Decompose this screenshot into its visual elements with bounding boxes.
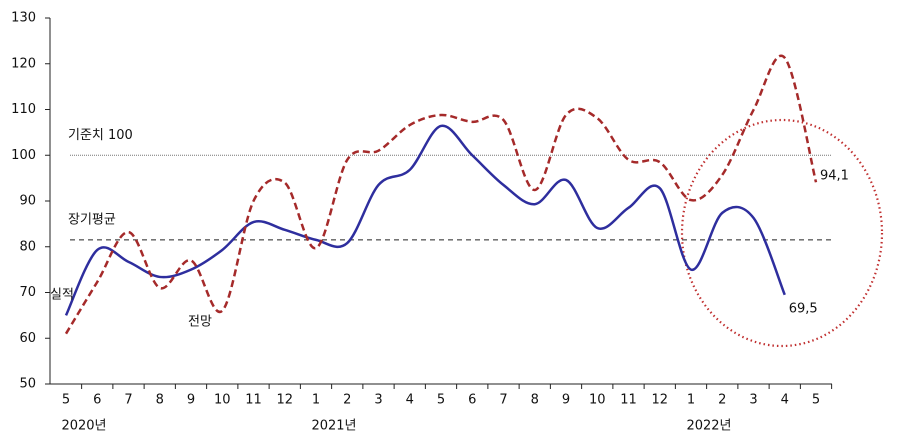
series-line [64,54,818,335]
series-label: 실적 [50,288,74,303]
y-tick-label: 50 [19,377,36,392]
x-tick-label: 12 [651,393,668,408]
x-tick-label: 6 [468,393,476,408]
y-tick-label: 70 [19,285,36,300]
x-tick-label: 2 [718,393,726,408]
x-tick-label: 5 [62,393,70,408]
year-label: 2022년 [686,419,731,434]
value-label: 69,5 [789,301,818,316]
y-tick-label: 100 [11,148,36,163]
year-label: 2021년 [311,419,356,434]
x-tick-label: 5 [812,393,820,408]
y-tick-label: 60 [19,331,36,346]
y-tick-label: 80 [19,239,36,254]
series-line [64,124,786,316]
x-tick-label: 4 [406,393,414,408]
x-tick-label: 10 [589,393,606,408]
x-tick-label: 1 [687,393,695,408]
x-tick-label: 8 [531,393,539,408]
year-label: 2020년 [61,419,106,434]
x-tick-label: 8 [156,393,164,408]
y-tick-label: 110 [11,102,36,117]
x-tick-label: 9 [187,393,195,408]
x-tick-label: 2 [343,393,351,408]
x-tick-label: 6 [93,393,101,408]
reference-label: 장기평균 [68,212,116,227]
x-tick-label: 11 [620,393,637,408]
x-tick-label: 7 [499,393,507,408]
reference-label: 기준치 100 [68,128,133,143]
x-tick-label: 7 [124,393,132,408]
series-label: 전망 [188,315,212,330]
y-tick-label: 90 [19,194,36,209]
x-tick-label: 12 [276,393,293,408]
x-tick-label: 11 [245,393,262,408]
x-tick-label: 10 [214,393,231,408]
x-tick-label: 5 [437,393,445,408]
y-tick-label: 130 [11,11,36,26]
x-tick-label: 9 [562,393,570,408]
x-tick-label: 3 [374,393,382,408]
highlight-circle [680,118,884,348]
y-tick-label: 120 [11,56,36,71]
x-tick-label: 1 [312,393,320,408]
x-tick-label: 4 [781,393,789,408]
value-label: 94,1 [820,169,849,184]
x-tick-label: 3 [749,393,757,408]
